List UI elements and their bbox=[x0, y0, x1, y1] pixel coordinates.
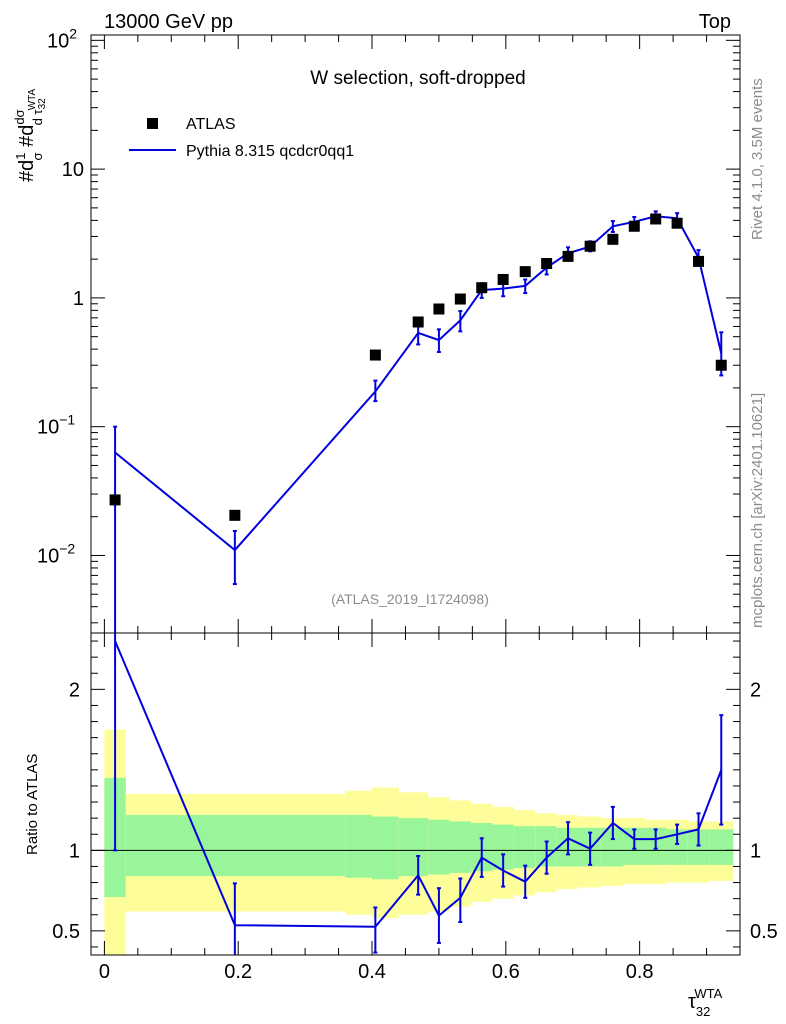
ratio-frame bbox=[90, 632, 741, 956]
atlas-point bbox=[628, 220, 640, 232]
main-y-axis-label: #d1 σ #ddσ d τ32WTA bbox=[12, 88, 48, 182]
header-right: Top bbox=[699, 11, 731, 33]
x-tick-label: 0.2 bbox=[224, 961, 252, 983]
main-y-tick-label: 10 bbox=[62, 159, 84, 181]
atlas-point bbox=[671, 217, 683, 229]
x-tick-label: 0.4 bbox=[358, 961, 386, 983]
main-panel: 10−2 10−1 1 10 102 W selection, soft-dropped… bbox=[12, 25, 741, 634]
ratio-band-inner bbox=[372, 816, 399, 880]
rivet-label: Rivet 4.1.0, 3.5M events bbox=[749, 78, 766, 240]
ratio-y-tick-label-left: 1 bbox=[69, 840, 80, 862]
ratio-band-inner bbox=[398, 818, 429, 877]
ratio-y-tick-label-right: 0.5 bbox=[750, 921, 778, 943]
atlas-point bbox=[369, 349, 381, 361]
legend: ATLAS Pythia 8.315 qcdcr0qq1 bbox=[129, 116, 354, 160]
main-y-tick-label: 10−2 bbox=[37, 540, 75, 567]
ratio-band-inner bbox=[513, 826, 536, 869]
atlas-point bbox=[497, 273, 509, 285]
ratio-panel: 0.5 0.51 12 2 0 0.2 0.4 0.6 0.8 Ratio to ATLAS … bbox=[24, 632, 778, 1019]
ratio-y-tick-label-right: 1 bbox=[750, 840, 761, 862]
legend-atlas-marker bbox=[147, 118, 158, 129]
ratio-band-inner bbox=[687, 829, 710, 865]
ratio-y-tick-label-left: 2 bbox=[69, 679, 80, 701]
ratio-band-inner bbox=[709, 829, 734, 865]
main-y-ticks: 10−2 10−1 1 10 102 bbox=[37, 25, 740, 624]
atlas-point bbox=[433, 303, 445, 315]
legend-mc-label: Pythia 8.315 qcdcr0qq1 bbox=[186, 143, 354, 160]
ratio-band-inner bbox=[666, 829, 688, 865]
ratio-band-inner bbox=[125, 814, 346, 877]
main-plot-area bbox=[109, 210, 727, 633]
ratio-uncertainty-bands bbox=[104, 729, 734, 955]
main-y-tick-label: 102 bbox=[47, 25, 77, 52]
ratio-band-inner bbox=[345, 814, 373, 878]
atlas-point bbox=[541, 257, 553, 269]
atlas-point bbox=[715, 359, 727, 371]
atlas-point bbox=[562, 250, 574, 262]
main-y-tick-label: 1 bbox=[73, 288, 84, 310]
analysis-watermark: (ATLAS_2019_I1724098) bbox=[331, 591, 489, 607]
ratio-y-axis-label: Ratio to ATLAS bbox=[24, 754, 41, 855]
ratio-band-inner bbox=[492, 824, 514, 870]
ratio-plot-area bbox=[113, 633, 724, 955]
ratio-band-inner bbox=[428, 819, 450, 875]
atlas-point bbox=[454, 293, 466, 305]
atlas-point bbox=[584, 240, 596, 252]
ratio-mc-line bbox=[114, 640, 723, 928]
source-label: mcplots.cern.ch [arXiv:2401.10621] bbox=[749, 393, 766, 628]
mc-line bbox=[114, 215, 723, 552]
ratio-y-ticks: 0.5 0.5 1 1 2 2 bbox=[52, 640, 778, 948]
ratio-band-inner bbox=[449, 821, 472, 873]
atlas-point bbox=[650, 213, 662, 225]
ratio-band-inner bbox=[600, 827, 624, 867]
atlas-point bbox=[412, 316, 424, 328]
chart-title: W selection, soft-dropped bbox=[310, 68, 525, 89]
atlas-point bbox=[476, 282, 488, 294]
header-left: 13000 GeV pp bbox=[104, 11, 233, 33]
x-tick-label: 0.6 bbox=[492, 961, 520, 983]
atlas-point bbox=[693, 255, 705, 267]
atlas-point bbox=[519, 266, 531, 278]
atlas-point bbox=[229, 509, 241, 521]
atlas-point bbox=[109, 494, 121, 506]
main-x-ticks bbox=[103, 35, 708, 633]
x-axis-label: τ32WTA bbox=[688, 986, 723, 1019]
ratio-x-ticks: 0 0.2 0.4 0.6 0.8 bbox=[99, 633, 708, 983]
ratio-y-tick-label-left: 0.5 bbox=[52, 921, 80, 943]
ratio-y-tick-label-right: 2 bbox=[750, 679, 761, 701]
legend-atlas-label: ATLAS bbox=[186, 116, 236, 133]
atlas-point bbox=[607, 233, 619, 245]
x-tick-label: 0 bbox=[99, 961, 110, 983]
x-tick-label: 0.8 bbox=[626, 961, 654, 983]
main-y-tick-label: 10−1 bbox=[37, 412, 75, 439]
